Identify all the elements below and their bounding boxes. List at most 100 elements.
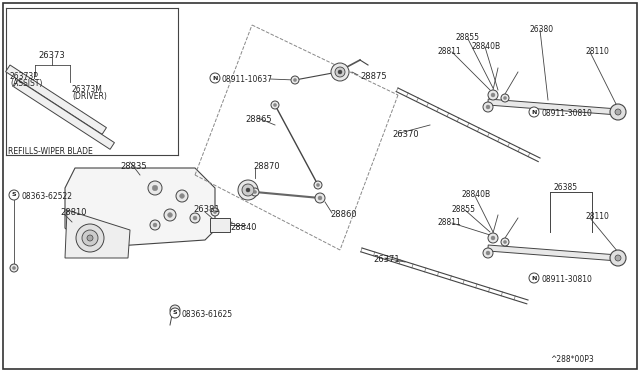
Text: 28840B: 28840B <box>472 42 501 51</box>
Circle shape <box>173 308 177 312</box>
Text: 28855: 28855 <box>452 205 476 214</box>
Text: 28840: 28840 <box>230 223 257 232</box>
Circle shape <box>213 211 216 214</box>
Circle shape <box>504 240 507 244</box>
Text: S: S <box>12 192 16 198</box>
Polygon shape <box>6 65 106 134</box>
Circle shape <box>483 248 493 258</box>
Text: ^288*00P3: ^288*00P3 <box>550 355 594 364</box>
Text: 08363-62522: 08363-62522 <box>21 192 72 201</box>
Circle shape <box>488 90 498 100</box>
Text: 26373: 26373 <box>38 51 65 60</box>
Polygon shape <box>488 99 618 115</box>
Circle shape <box>331 63 349 81</box>
Circle shape <box>291 76 299 84</box>
Circle shape <box>335 67 345 77</box>
Text: 08911-30810: 08911-30810 <box>541 275 592 284</box>
Circle shape <box>615 109 621 115</box>
Circle shape <box>148 181 162 195</box>
Circle shape <box>483 102 493 112</box>
Text: 26373M: 26373M <box>72 85 103 94</box>
Text: 08363-61625: 08363-61625 <box>182 310 233 319</box>
Circle shape <box>486 105 490 109</box>
Text: 28811: 28811 <box>438 47 461 56</box>
Circle shape <box>491 93 495 97</box>
Circle shape <box>152 185 158 191</box>
Circle shape <box>170 308 180 318</box>
Polygon shape <box>488 245 618 261</box>
Circle shape <box>76 224 104 252</box>
Text: (ASSIST): (ASSIST) <box>10 79 42 88</box>
Circle shape <box>251 188 259 196</box>
Circle shape <box>176 190 188 202</box>
Text: 26380: 26380 <box>530 25 554 34</box>
Text: N: N <box>531 109 537 115</box>
Circle shape <box>501 238 509 246</box>
Circle shape <box>246 188 250 192</box>
Text: 26370: 26370 <box>392 130 419 139</box>
Text: 28870: 28870 <box>253 162 280 171</box>
Circle shape <box>10 264 18 272</box>
Circle shape <box>316 183 319 187</box>
Circle shape <box>210 73 220 83</box>
Circle shape <box>190 213 200 223</box>
Text: 28810: 28810 <box>60 208 86 217</box>
Circle shape <box>273 103 276 107</box>
Text: N: N <box>531 276 537 280</box>
Text: 26373P: 26373P <box>10 72 39 81</box>
Circle shape <box>486 251 490 255</box>
Circle shape <box>529 107 539 117</box>
Text: 28855: 28855 <box>455 33 479 42</box>
Text: (DRIVER): (DRIVER) <box>72 92 107 101</box>
Circle shape <box>164 209 176 221</box>
Circle shape <box>211 208 219 216</box>
Circle shape <box>82 230 98 246</box>
Text: 26385: 26385 <box>553 183 577 192</box>
Text: 28865: 28865 <box>245 115 271 124</box>
Circle shape <box>501 94 509 102</box>
Circle shape <box>338 70 342 74</box>
Circle shape <box>314 181 322 189</box>
Circle shape <box>293 78 296 81</box>
Circle shape <box>253 190 257 193</box>
Circle shape <box>318 196 322 200</box>
Text: 28835: 28835 <box>120 162 147 171</box>
Circle shape <box>315 193 325 203</box>
Polygon shape <box>13 80 115 149</box>
Polygon shape <box>65 210 130 258</box>
Text: S: S <box>173 311 177 315</box>
Circle shape <box>504 96 507 100</box>
Circle shape <box>529 273 539 283</box>
Circle shape <box>488 233 498 243</box>
Bar <box>210 218 230 232</box>
Text: 28811: 28811 <box>438 218 461 227</box>
Circle shape <box>153 223 157 227</box>
Text: 28110: 28110 <box>585 212 609 221</box>
Text: 08911-10637: 08911-10637 <box>222 75 273 84</box>
Circle shape <box>9 190 19 200</box>
Circle shape <box>87 235 93 241</box>
Circle shape <box>193 216 197 220</box>
Circle shape <box>150 220 160 230</box>
Text: 26371: 26371 <box>373 255 399 264</box>
Circle shape <box>168 213 172 217</box>
Circle shape <box>610 250 626 266</box>
Circle shape <box>610 104 626 120</box>
Text: 28875: 28875 <box>360 72 387 81</box>
Text: REFILLS-WIPER BLADE: REFILLS-WIPER BLADE <box>8 147 93 156</box>
Circle shape <box>271 101 279 109</box>
Text: 28840B: 28840B <box>462 190 491 199</box>
Text: 28110: 28110 <box>585 47 609 56</box>
Circle shape <box>242 184 254 196</box>
Text: 08911-30810: 08911-30810 <box>541 109 592 118</box>
Text: N: N <box>212 76 218 80</box>
Circle shape <box>170 305 180 315</box>
Circle shape <box>491 236 495 240</box>
Polygon shape <box>65 168 215 248</box>
Circle shape <box>615 255 621 261</box>
Circle shape <box>12 266 15 270</box>
Text: 26381: 26381 <box>193 205 220 214</box>
Text: 28860: 28860 <box>330 210 356 219</box>
Circle shape <box>180 193 184 198</box>
Circle shape <box>238 180 258 200</box>
